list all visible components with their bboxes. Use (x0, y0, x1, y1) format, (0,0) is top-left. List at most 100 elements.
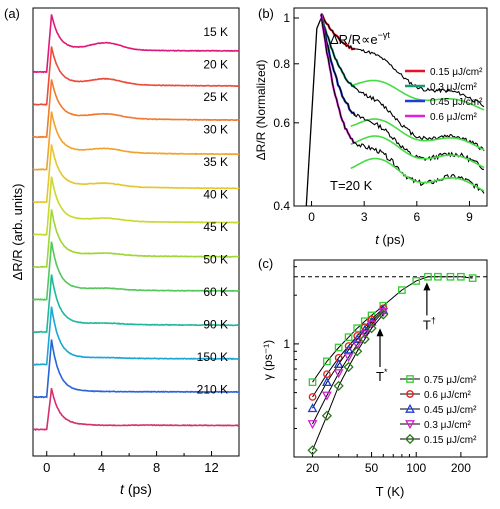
panel-c-y-tick-label: 1 (283, 337, 290, 351)
panel-c-x-tick-label: 20 (306, 461, 320, 475)
panel-b-y-tick-label: 0.4 (273, 199, 290, 213)
panel-c-marker-diamond (359, 334, 370, 345)
panel-c-marker-triangle-up (333, 358, 344, 368)
panel-a-x-label: t (ps) (120, 481, 152, 497)
panel-c-axes: 20 50 100 200 1 (283, 266, 488, 475)
panel-b-x-tick-label: 6 (413, 210, 420, 224)
panel-c-marker-square (468, 274, 477, 282)
panel-b-label: (b) (258, 6, 274, 21)
panel-a-trace-90k (33, 306, 240, 366)
panel-b-frame (293, 7, 488, 207)
panel-c-marker-diamond (366, 323, 377, 334)
panel-b-formula: ΔR/R∝e−γt (330, 30, 390, 47)
panel-c: (c) 20 50 100 200 1 T* T† 0.75 μJ/cm² 0.6 μJ/c… (258, 256, 488, 499)
panel-a-x-tick-label: 4 (98, 460, 105, 475)
panel-c-marker-square (424, 272, 432, 281)
panel-b-y-tick-label: 1 (283, 11, 290, 25)
panel-c-marker-triangle-down (359, 330, 370, 340)
panel-a: (a) 0 4 8 12 15 K 20 K 25 K 30 K 35 K 40 K 45 K 50… (4, 6, 240, 497)
panel-a-trace-15k (32, 14, 240, 74)
panel-b-legend-label: 0.45 μJ/cm² (430, 97, 483, 108)
panel-a-x-tick-label: 12 (204, 460, 218, 475)
panel-c-marker-triangle-down (352, 340, 363, 350)
panel-a-trace-45k (32, 209, 239, 269)
panel-c-x-tick-label: 200 (451, 461, 471, 475)
panel-c-marker-triangle-up (307, 403, 318, 413)
panel-a-trace-label: 60 K (203, 285, 228, 299)
panel-b-x-tick-label: 0 (308, 210, 315, 224)
panel-a-trace-50k (32, 241, 240, 301)
panel-c-marker-square (446, 272, 455, 281)
panel-b-y-tick-label: 0.6 (273, 116, 290, 130)
panel-c-marker-triangle-down (405, 420, 415, 430)
panel-b-legend-label: 0.15 μJ/cm² (430, 67, 483, 78)
panel-b-x-tick-label: 3 (361, 210, 368, 224)
panel-b-series-data (320, 14, 485, 170)
panel-c-marker-triangle-up (359, 324, 370, 334)
panel-a-x-axis: 0 4 8 12 (43, 451, 219, 475)
panel-c-frame (293, 259, 488, 458)
panel-a-trace-labels: 15 K 20 K 25 K 30 K 35 K 40 K 45 K 50 K 60 K 90 K… (197, 25, 228, 397)
panel-b-series-data (320, 13, 485, 108)
panel-c-marker-diamond (307, 445, 318, 456)
panel-c-marker-diamond (404, 433, 416, 445)
panel-a-trace-60k (32, 274, 240, 334)
panel-c-legend-label: 0.45 μJ/cm² (424, 405, 477, 416)
panel-c-label: (c) (258, 256, 273, 271)
panel-c-marker-triangle-up (343, 344, 354, 354)
panel-c-series-line (312, 309, 384, 409)
panel-c-marker-square (353, 324, 362, 333)
panel-a-trace-label: 15 K (203, 25, 228, 39)
panel-c-x-tick-label: 50 (365, 461, 379, 475)
panel-c-legend-label: 0.75 μJ/cm² (424, 375, 477, 386)
panel-b-x-tick-label: 9 (466, 210, 473, 224)
panel-c-y-label: γ (ps⁻¹) (261, 340, 275, 380)
panel-a-trace-label: 210 K (197, 383, 228, 397)
panel-a-trace-40k (32, 176, 240, 236)
panel-c-marker-square (412, 277, 421, 285)
panel-c-marker-triangle-down (307, 420, 318, 430)
panel-c-annotation-label: T† (423, 315, 436, 332)
panel-c-marker-square (344, 333, 353, 342)
panel-c-marker-square (434, 272, 442, 281)
panel-c-marker-circle (308, 393, 317, 401)
panel-b-annotation: T=20 K (330, 178, 373, 193)
panel-a-trace-label: 50 K (203, 253, 228, 267)
panel-c-marker-diamond (378, 309, 389, 320)
panel-c-arrow-head (376, 328, 384, 337)
panel-c-legend-label: 0.3 μJ/cm² (424, 420, 472, 431)
panel-c-arrow-head (423, 282, 431, 291)
panel-a-trace-label: 150 K (197, 350, 228, 364)
panel-a-trace-25k (32, 79, 240, 139)
panel-b-traces (305, 12, 485, 207)
panel-a-trace-20k (32, 46, 240, 106)
panel-c-marker-square (323, 357, 331, 366)
panel-c-marker-circle (406, 390, 414, 398)
panel-b-legend-label: 0.6 μJ/cm² (430, 112, 478, 123)
panel-b-legend: 0.15 μJ/cm² 0.3 μJ/cm² 0.45 μJ/cm² 0.6 μJ/c… (405, 67, 483, 123)
panel-a-y-label: ΔR/R (arb. units) (10, 184, 25, 281)
panel-c-marker-diamond (333, 380, 344, 392)
panel-a-trace-30k (32, 111, 240, 171)
panel-c-marker-triangle-down (333, 369, 344, 379)
panel-a-trace-label: 40 K (203, 188, 228, 202)
panel-c-marker-triangle-down (322, 391, 332, 401)
panel-a-x-tick-label: 0 (43, 460, 50, 475)
panel-b-rise (305, 17, 322, 207)
panel-b-y-tick-label: 0.8 (273, 57, 290, 71)
panel-b-series-fit (350, 135, 485, 169)
panel-a-x-tick-label: 8 (153, 460, 160, 475)
panel-c-series-line (312, 314, 384, 451)
panel-b-legend-label: 0.3 μJ/cm² (430, 82, 478, 93)
panel-a-frame (32, 7, 240, 457)
panel-a-traces (32, 14, 240, 432)
panel-b-series-fit (350, 79, 485, 111)
panel-c-marker-square (406, 375, 414, 383)
panel-c-annotations: T* T† (376, 282, 436, 384)
panel-c-series-line (312, 276, 473, 383)
panel-b-series-fit (350, 118, 485, 151)
panel-a-trace-label: 45 K (203, 220, 228, 234)
panel-a-trace-150k (32, 339, 239, 399)
panel-c-marker-triangle-up (378, 304, 389, 314)
panel-c-marker-square (457, 272, 465, 281)
